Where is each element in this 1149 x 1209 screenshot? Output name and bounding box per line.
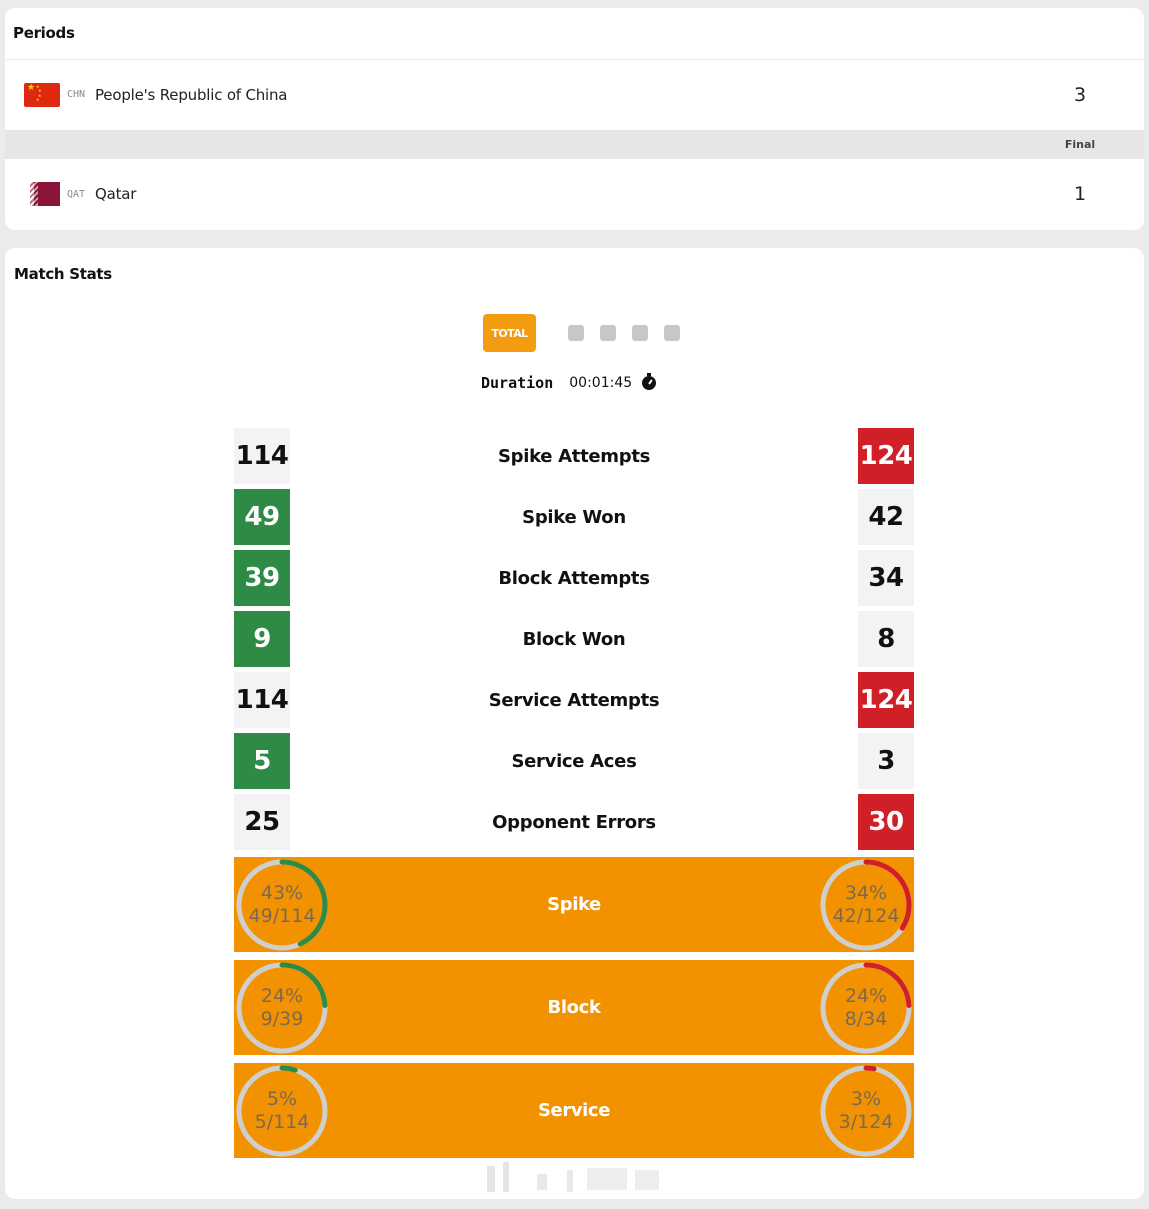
stat-value-right: 8: [858, 611, 914, 667]
stat-value-right: 34: [858, 550, 914, 606]
team-row-chn: ★ ★ ★ ★ ★ CHN People's Republic of China…: [5, 59, 1144, 129]
donut-text: 5% 5/114: [234, 1063, 330, 1159]
donut-text: 34% 42/124: [818, 857, 914, 953]
stat-label: Service Attempts: [488, 689, 660, 711]
stat-label: Service Aces: [511, 750, 637, 772]
donut-gauge-right: 34% 42/124: [818, 857, 914, 953]
donut-percent: 34%: [844, 882, 888, 904]
stat-row: 114 Spike Attempts 124: [234, 428, 914, 484]
donut-percent: 43%: [260, 882, 304, 904]
stat-label: Spike Won: [522, 506, 626, 528]
donut-arc: [820, 859, 912, 951]
donut-gauge-left: 5% 5/114: [234, 1063, 330, 1159]
stat-value-right: 124: [858, 672, 914, 728]
donut-gauge-left: 24% 9/39: [234, 960, 330, 1056]
donut-gauge-right: 3% 3/124: [818, 1063, 914, 1159]
stat-label: Block Attempts: [498, 567, 650, 589]
donut-gauge-right: 24% 8/34: [818, 960, 914, 1056]
tab-period-1[interactable]: [568, 325, 584, 341]
donut-gauge-left: 43% 49/114: [234, 857, 330, 953]
donut-arc: [236, 962, 328, 1054]
tab-period-3[interactable]: [632, 325, 648, 341]
stat-row: 114 Service Attempts 124: [234, 672, 914, 728]
stat-value-right: 124: [858, 428, 914, 484]
team-score: 1: [1073, 183, 1087, 205]
stat-value-left: 49: [234, 489, 290, 545]
donut-ratio: 49/114: [248, 905, 316, 927]
stat-row: 5 Service Aces 3: [234, 733, 914, 789]
donut-ratio: 3/124: [838, 1111, 894, 1133]
donut-ratio: 42/124: [832, 905, 900, 927]
match-stats-title: Match Stats: [14, 265, 112, 283]
stat-value-left: 9: [234, 611, 290, 667]
donut-text: 43% 49/114: [234, 857, 330, 953]
donut-text: 3% 3/124: [818, 1063, 914, 1159]
team-code: CHN: [67, 89, 86, 100]
percent-grid: Spike 43% 49/114 34% 42/124 Block 24% 9/39 24% 8/…: [234, 857, 914, 1166]
stat-value-left: 114: [234, 428, 290, 484]
duration-label: Duration: [481, 374, 554, 392]
stat-row: 9 Block Won 8: [234, 611, 914, 667]
stat-row: 49 Spike Won 42: [234, 489, 914, 545]
percent-label: Block: [547, 997, 601, 1018]
donut-percent: 3%: [850, 1088, 882, 1110]
stat-value-right: 3: [858, 733, 914, 789]
donut-arc: [236, 859, 328, 951]
stat-value-right: 42: [858, 489, 914, 545]
team-name: People's Republic of China: [95, 85, 288, 104]
stat-value-left: 39: [234, 550, 290, 606]
match-stats-card: Match Stats TOTAL Duration 00:01:45 114 S…: [5, 248, 1144, 1199]
duration: Duration 00:01:45: [481, 373, 657, 393]
donut-percent: 24%: [844, 985, 888, 1007]
stat-value-left: 114: [234, 672, 290, 728]
donut-arc: [820, 962, 912, 1054]
donut-arc: [236, 1065, 328, 1157]
stat-value-left: 5: [234, 733, 290, 789]
duration-value: 00:01:45: [569, 375, 633, 391]
stats-grid: 114 Spike Attempts 124 49 Spike Won 42 39 Block…: [234, 428, 914, 855]
donut-text: 24% 9/39: [234, 960, 330, 1056]
period-tabs: TOTAL: [483, 314, 680, 352]
donut-percent: 5%: [266, 1088, 298, 1110]
donut-ratio: 9/39: [260, 1008, 304, 1030]
stat-row: 39 Block Attempts 34: [234, 550, 914, 606]
stat-value-left: 25: [234, 794, 290, 850]
tab-period-2[interactable]: [600, 325, 616, 341]
stat-label: Opponent Errors: [492, 811, 656, 833]
stat-row: 25 Opponent Errors 30: [234, 794, 914, 850]
tab-total[interactable]: TOTAL: [483, 314, 536, 352]
percent-row: Service 5% 5/114 3% 3/124: [234, 1063, 914, 1158]
donut-percent: 24%: [260, 985, 304, 1007]
stopwatch-icon: [642, 373, 657, 390]
final-bar: Final: [5, 130, 1144, 159]
donut-ratio: 5/114: [254, 1111, 310, 1133]
team-row-qat: QAT Qatar 1: [5, 159, 1144, 229]
percent-label: Service: [537, 1100, 611, 1121]
donut-arc: [820, 1065, 912, 1157]
china-flag-icon: ★ ★ ★ ★ ★: [24, 82, 60, 107]
team-code: QAT: [67, 188, 86, 200]
percent-label: Spike: [547, 894, 601, 915]
tab-period-4[interactable]: [664, 325, 680, 341]
donut-ratio: 8/34: [844, 1008, 888, 1030]
percent-row: Block 24% 9/39 24% 8/34: [234, 960, 914, 1055]
periods-card: Periods ★ ★ ★ ★ ★ CHN People's Republic …: [5, 8, 1144, 230]
donut-text: 24% 8/34: [818, 960, 914, 1056]
qatar-flag-icon: [24, 182, 60, 206]
stat-label: Spike Attempts: [497, 445, 651, 467]
percent-row: Spike 43% 49/114 34% 42/124: [234, 857, 914, 952]
periods-title: Periods: [13, 24, 75, 42]
stat-value-right: 30: [858, 794, 914, 850]
stat-label: Block Won: [522, 628, 626, 650]
final-label: Final: [1064, 138, 1096, 151]
team-name: Qatar: [95, 185, 137, 203]
team-score: 3: [1073, 83, 1087, 106]
decorative-scribble: [487, 1162, 659, 1192]
